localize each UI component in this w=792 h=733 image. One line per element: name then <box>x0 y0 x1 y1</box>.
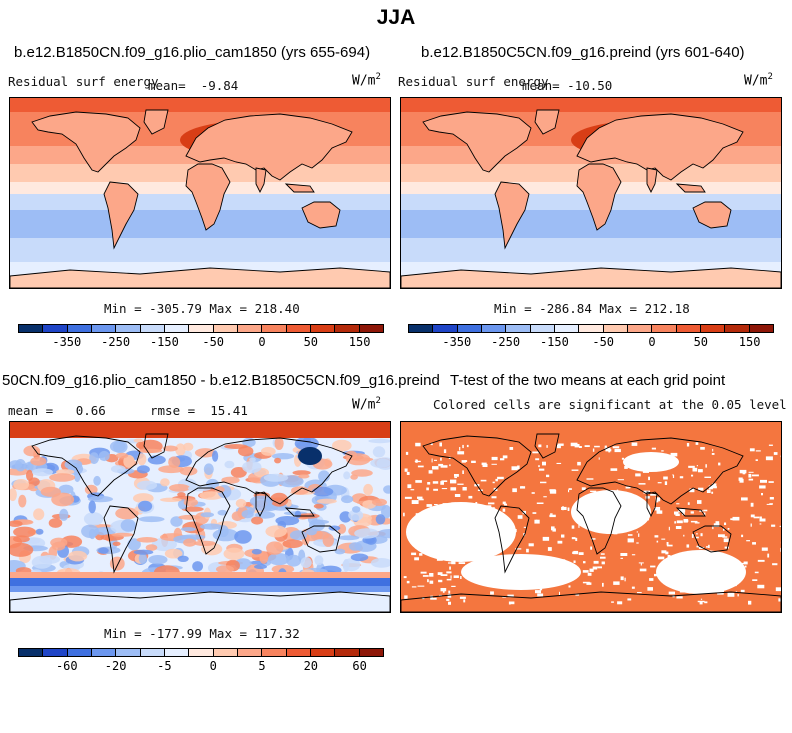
colorbar-swatch <box>725 325 750 332</box>
colorbar-swatch <box>189 649 214 656</box>
colorbar-swatch <box>164 649 190 656</box>
colorbar-swatch <box>554 325 580 332</box>
colorbar-swatch <box>335 649 360 656</box>
colorbar-swatch <box>164 325 190 332</box>
panel-diff-minmax: Min = -177.99 Max = 117.32 <box>104 626 300 641</box>
colorbar-tick-label: -50 <box>592 335 615 349</box>
colorbar-swatch <box>43 325 68 332</box>
panel-plio-colorbar-ticks: -350 -250 -150 -50 0 50 150 <box>18 335 384 349</box>
colorbar-swatch <box>676 325 701 332</box>
panel-ttest-title: T-test of the two means at each grid poi… <box>450 372 726 389</box>
colorbar-swatch <box>262 649 287 656</box>
colorbar-swatch <box>116 325 141 332</box>
panel-plio-units: W/m2 <box>352 72 381 89</box>
colorbar-swatch <box>91 649 117 656</box>
colorbar-swatch <box>189 325 214 332</box>
colorbar-tick-label: 50 <box>693 335 709 349</box>
figure-title: JJA <box>376 6 416 29</box>
colorbar-tick-label: -60 <box>55 659 78 673</box>
colorbar-swatch <box>43 649 68 656</box>
colorbar-swatch <box>310 649 336 656</box>
panel-diff-map <box>9 421 391 613</box>
panel-diff-title: 50CN.f09_g16.plio_cam1850 - b.e12.B1850C… <box>2 372 440 389</box>
colorbar-tick-label: -150 <box>149 335 179 349</box>
colorbar-tick-label: 150 <box>738 335 761 349</box>
colorbar-swatch <box>19 325 44 332</box>
colorbar-tick-label: 20 <box>303 659 319 673</box>
colorbar-tick-label: -250 <box>101 335 131 349</box>
colorbar-swatch <box>481 325 507 332</box>
colorbar-swatch <box>652 325 677 332</box>
panel-diff-rmse: rmse = 15.41 <box>150 403 248 418</box>
colorbar-tick-label: -5 <box>157 659 172 673</box>
panel-preind-colorbar-ticks: -350 -250 -150 -50 0 50 150 <box>408 335 774 349</box>
colorbar-tick-label: -350 <box>442 335 472 349</box>
colorbar-swatch <box>237 649 263 656</box>
panel-preind-variable: Residual surf energy <box>398 74 549 89</box>
colorbar-swatch <box>409 325 434 332</box>
colorbar-swatch <box>457 325 482 332</box>
colorbar-swatch <box>91 325 117 332</box>
panel-plio-minmax: Min = -305.79 Max = 218.40 <box>104 301 300 316</box>
colorbar-swatch <box>506 325 531 332</box>
colorbar-swatch <box>335 325 360 332</box>
colorbar-swatch <box>213 325 238 332</box>
colorbar-swatch <box>67 649 92 656</box>
panel-preind-minmax: Min = -286.84 Max = 212.18 <box>494 301 690 316</box>
panel-plio-map <box>9 97 391 289</box>
colorbar-swatch <box>433 325 458 332</box>
panel-preind-title: b.e12.B1850C5CN.f09_g16.preind (yrs 601-… <box>421 44 745 61</box>
panel-plio-colorbar <box>18 324 384 333</box>
colorbar-swatch <box>700 325 726 332</box>
colorbar-swatch <box>627 325 653 332</box>
panel-plio-title: b.e12.B1850CN.f09_g16.plio_cam1850 (yrs … <box>14 44 371 61</box>
colorbar-swatch <box>579 325 604 332</box>
panel-ttest-map <box>400 421 782 613</box>
colorbar-tick-label: 0 <box>648 335 656 349</box>
colorbar-tick-label: 0 <box>258 335 266 349</box>
panel-diff-colorbar <box>18 648 384 657</box>
colorbar-swatch <box>359 325 383 332</box>
panel-diff-mean: mean = 0.66 <box>8 403 106 418</box>
colorbar-swatch <box>310 325 336 332</box>
colorbar-tick-label: 50 <box>303 335 319 349</box>
panel-preind-units: W/m2 <box>744 72 773 89</box>
colorbar-tick-label: 150 <box>348 335 371 349</box>
colorbar-swatch <box>67 325 92 332</box>
colorbar-tick-label: -150 <box>539 335 569 349</box>
panel-diff-units: W/m2 <box>352 396 381 413</box>
colorbar-tick-label: -20 <box>104 659 127 673</box>
colorbar-tick-label: -250 <box>491 335 521 349</box>
panel-plio-variable: Residual surf energy <box>8 74 159 89</box>
colorbar-swatch <box>603 325 628 332</box>
colorbar-tick-label: 5 <box>258 659 266 673</box>
colorbar-swatch <box>140 325 165 332</box>
colorbar-swatch <box>286 325 311 332</box>
panel-ttest-subtitle: Colored cells are significant at the 0.0… <box>433 397 787 412</box>
colorbar-tick-label: -50 <box>202 335 225 349</box>
colorbar-tick-label: -350 <box>52 335 82 349</box>
panel-plio-mean: mean= -9.84 <box>148 78 239 93</box>
colorbar-swatch <box>140 649 165 656</box>
panel-preind-mean: mean= -10.50 <box>522 78 613 93</box>
colorbar-swatch <box>530 325 555 332</box>
colorbar-swatch <box>237 325 263 332</box>
colorbar-swatch <box>749 325 773 332</box>
panel-diff-colorbar-ticks: -60 -20 -5 0 5 20 60 <box>18 659 384 673</box>
colorbar-tick-label: 60 <box>352 659 367 673</box>
colorbar-swatch <box>116 649 141 656</box>
panel-preind-map <box>400 97 782 289</box>
colorbar-swatch <box>286 649 311 656</box>
colorbar-swatch <box>359 649 383 656</box>
colorbar-tick-label: 0 <box>209 659 217 673</box>
colorbar-swatch <box>213 649 238 656</box>
colorbar-swatch <box>262 325 287 332</box>
panel-preind-colorbar <box>408 324 774 333</box>
colorbar-swatch <box>19 649 44 656</box>
